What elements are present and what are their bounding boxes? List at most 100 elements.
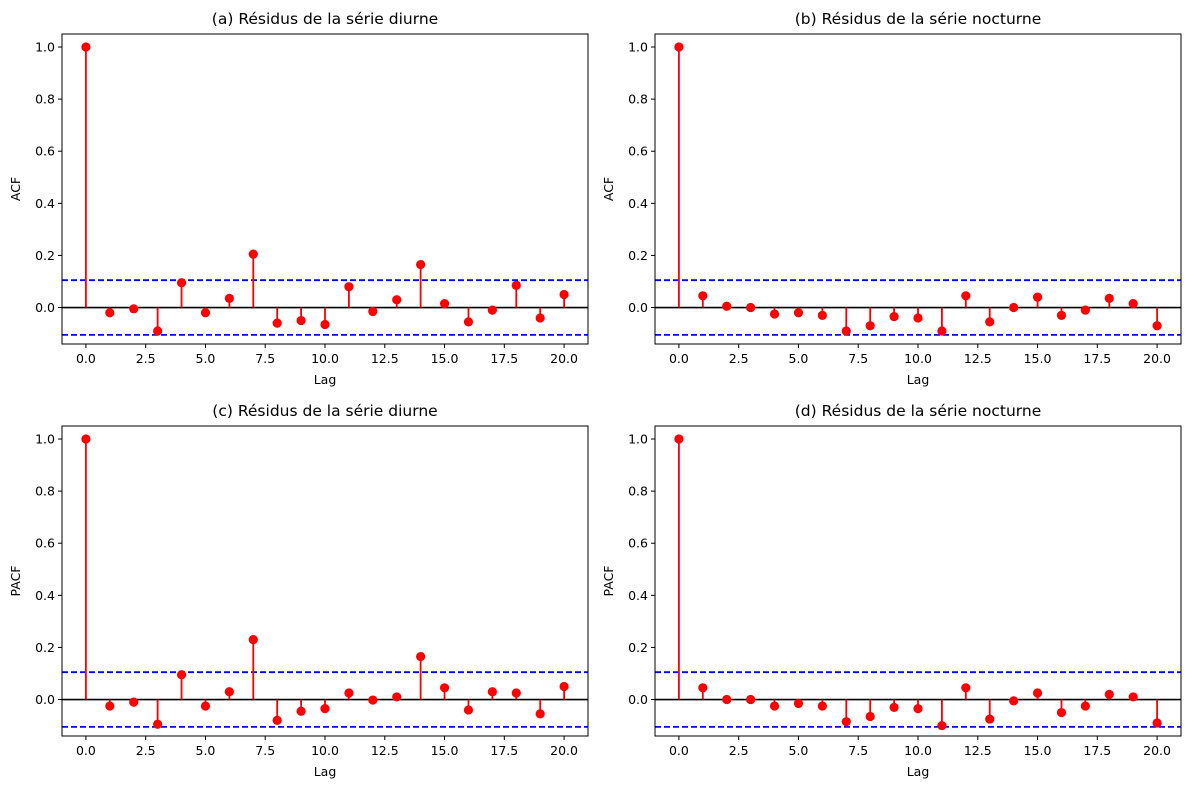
x-tick-label: 0.0 [669,743,689,758]
stem-marker [913,704,923,714]
panel-a: (a) Résidus de la série diurne Lag ACF 0… [8,10,589,387]
y-tick-label: 0.6 [35,536,55,551]
x-tick-label: 20.0 [1143,351,1171,366]
stem-marker [248,249,258,259]
stem-marker [769,309,780,319]
stem-marker [769,701,780,711]
y-tick-label: 0.4 [628,588,648,603]
y-axis-label: ACF [8,177,23,201]
stem-marker [865,321,875,331]
chart-title: (b) Résidus de la série nocturne [795,10,1042,28]
x-tick-label: 17.5 [490,351,518,366]
stem-marker [674,434,684,444]
stem-marker [674,42,684,52]
x-tick-label: 20.0 [1143,743,1171,758]
stem-marker [1152,718,1162,728]
stem-marker [129,304,139,314]
x-tick-label: 5.0 [196,743,216,758]
stem-marker [889,312,899,322]
y-tick-label: 0.2 [35,248,55,263]
y-tick-label: 0.4 [35,196,55,211]
stem-marker [272,318,282,328]
stem-marker [722,694,732,705]
chart-title: (d) Résidus de la série nocturne [795,402,1042,420]
x-axis-label: Lag [314,372,337,387]
stem-marker [511,688,521,698]
y-tick-label: 0.8 [628,92,648,107]
stem-marker [559,289,569,300]
stem-marker [463,705,474,715]
y-tick-label: 1.0 [35,432,55,447]
stem-marker [1009,696,1019,706]
stem-marker [1056,707,1067,718]
stem-marker [913,313,923,323]
stem-marker [1128,299,1138,309]
stem-marker [841,717,851,727]
x-tick-label: 10.0 [311,743,339,758]
stem-marker [937,720,947,731]
stem-marker [81,434,91,444]
stem-marker [439,299,450,309]
stem-marker [392,295,402,305]
stem-marker [1032,688,1043,698]
x-axis-label: Lag [907,764,930,779]
stem-marker [1009,302,1019,313]
panel-d: (d) Résidus de la série nocturne Lag PAC… [601,402,1182,779]
stem-marker [1080,701,1090,711]
y-tick-label: 0.6 [628,144,648,159]
x-tick-label: 2.5 [729,743,749,758]
stem-marker [224,293,234,304]
stem-marker [344,282,354,292]
y-tick-label: 0.8 [35,484,55,499]
y-tick-label: 0.0 [628,692,648,707]
stem-marker [153,326,163,336]
stem-marker [841,326,851,336]
stem-marker [889,702,899,712]
stem-marker [272,715,282,725]
stem-marker [865,711,875,722]
y-tick-label: 1.0 [628,40,648,55]
stem-marker [1032,292,1043,302]
stem-marker [985,317,995,327]
axes-frame [654,33,1182,345]
x-tick-label: 5.0 [196,351,216,366]
stem-marker [535,709,545,719]
stem-marker [1152,321,1162,331]
stem-marker [200,308,211,318]
y-tick-label: 0.4 [628,196,648,211]
stem-marker [416,651,426,662]
y-tick-label: 0.2 [628,640,648,655]
stem-marker [817,310,827,320]
x-tick-label: 15.0 [431,743,459,758]
x-tick-label: 17.5 [1083,743,1111,758]
panel-b: (b) Résidus de la série nocturne Lag ACF… [601,10,1182,387]
stem-marker [511,280,521,290]
stem-marker [1104,293,1114,304]
y-tick-label: 0.0 [35,300,55,315]
stem-marker [793,308,804,318]
y-tick-label: 0.8 [628,484,648,499]
stem-marker [344,688,354,698]
stem-marker [698,291,708,301]
x-tick-label: 10.0 [311,351,339,366]
stem-marker [320,704,330,714]
stem-marker [368,695,378,705]
stem-marker [368,306,378,317]
stem-marker [224,687,234,697]
stem-marker [320,319,330,330]
chart-title: (a) Résidus de la série diurne [212,10,438,28]
stem-marker [153,719,163,729]
x-tick-label: 0.0 [76,743,96,758]
x-tick-label: 7.5 [848,743,868,758]
stem-marker [81,42,91,52]
y-tick-label: 0.2 [35,640,55,655]
stem-marker [535,313,545,323]
stem-marker [296,706,306,716]
y-tick-label: 0.0 [628,300,648,315]
x-tick-label: 17.5 [1083,351,1111,366]
axes-frame [61,425,589,737]
stem-marker [817,701,827,711]
stem-marker [105,308,115,318]
y-axis-label: ACF [601,177,616,201]
